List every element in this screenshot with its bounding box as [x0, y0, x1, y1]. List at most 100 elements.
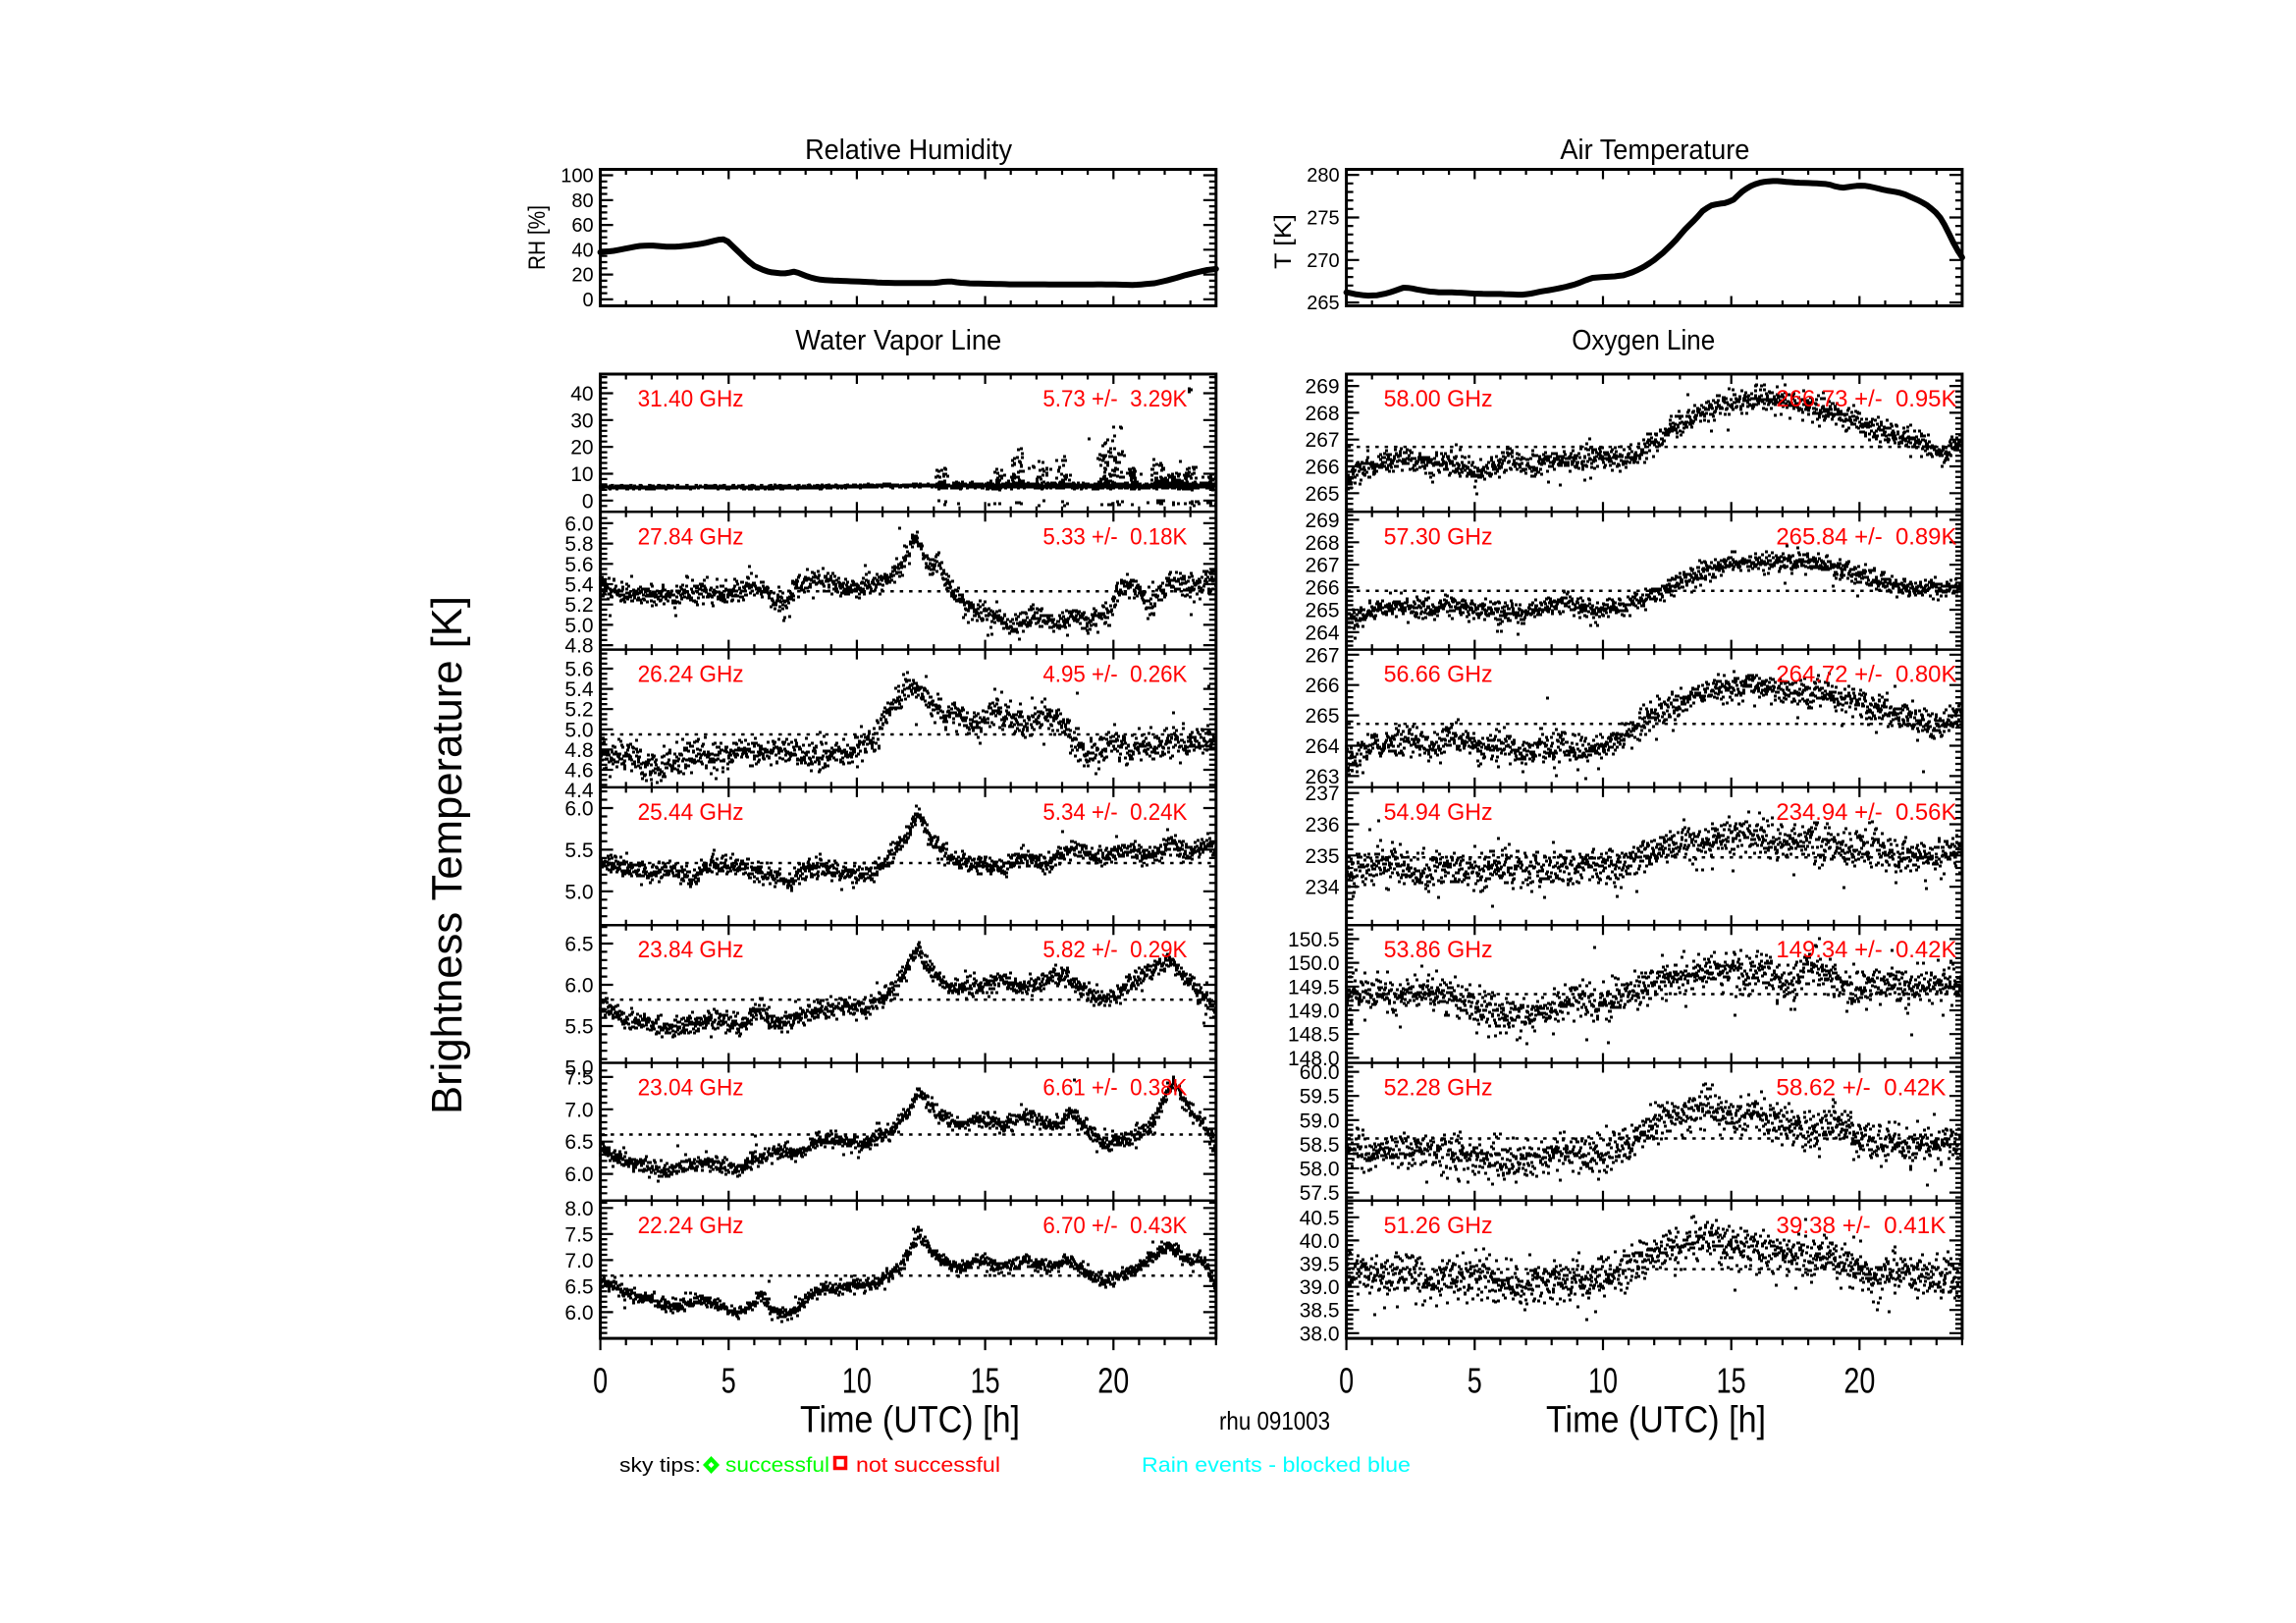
- svg-text:30: 30: [570, 409, 593, 432]
- svg-text:10: 10: [842, 1361, 872, 1401]
- svg-text:264: 264: [1306, 622, 1340, 644]
- svg-text:40.0: 40.0: [1300, 1230, 1340, 1253]
- svg-text:265: 265: [1306, 600, 1340, 622]
- svg-text:Water Vapor Line: Water Vapor Line: [795, 325, 1001, 356]
- svg-text:5.0: 5.0: [564, 719, 593, 741]
- svg-text:0: 0: [582, 490, 594, 513]
- svg-text:269: 269: [1306, 376, 1340, 399]
- svg-text:51.26 GHz: 51.26 GHz: [1384, 1213, 1493, 1239]
- svg-text:80: 80: [571, 190, 593, 212]
- svg-text:267: 267: [1306, 644, 1340, 667]
- svg-text:Oxygen Line: Oxygen Line: [1572, 325, 1715, 356]
- svg-text:5.4: 5.4: [564, 678, 594, 701]
- svg-text:22.24 GHz: 22.24 GHz: [638, 1213, 744, 1239]
- svg-text:263: 263: [1306, 766, 1340, 788]
- svg-text:265: 265: [1306, 705, 1340, 728]
- svg-text:8.0: 8.0: [564, 1198, 593, 1220]
- svg-text:10: 10: [1588, 1361, 1618, 1401]
- svg-text:58.62 +/- 0.42K: 58.62 +/- 0.42K: [1776, 1075, 1946, 1102]
- svg-text:268: 268: [1306, 403, 1340, 425]
- svg-text:7.0: 7.0: [564, 1099, 593, 1121]
- svg-text:not successful: not successful: [856, 1454, 1000, 1477]
- svg-text:280: 280: [1307, 165, 1339, 187]
- svg-text:20: 20: [1097, 1361, 1129, 1401]
- svg-text:57.5: 57.5: [1300, 1182, 1340, 1205]
- svg-text:267: 267: [1306, 555, 1340, 577]
- svg-text:264: 264: [1306, 735, 1340, 758]
- svg-text:149.0: 149.0: [1288, 1001, 1340, 1023]
- svg-text:T [K]: T [K]: [1270, 214, 1297, 269]
- svg-text:6.0: 6.0: [564, 1302, 593, 1325]
- svg-text:60.0: 60.0: [1300, 1061, 1340, 1084]
- svg-text:15: 15: [971, 1361, 1000, 1401]
- svg-text:5.5: 5.5: [564, 1016, 593, 1039]
- svg-text:56.66 GHz: 56.66 GHz: [1384, 662, 1493, 688]
- svg-text:RH [%]: RH [%]: [524, 205, 551, 270]
- svg-text:Brightness Temperature [K]: Brightness Temperature [K]: [423, 596, 471, 1114]
- svg-text:52.28 GHz: 52.28 GHz: [1384, 1075, 1493, 1102]
- svg-text:58.0: 58.0: [1300, 1159, 1340, 1181]
- svg-text:5.73 +/- 3.29K: 5.73 +/- 3.29K: [1042, 386, 1187, 412]
- svg-text:267: 267: [1306, 429, 1340, 452]
- svg-text:40.5: 40.5: [1300, 1207, 1340, 1229]
- svg-text:sky tips:: sky tips:: [619, 1455, 701, 1477]
- svg-text:236: 236: [1306, 814, 1340, 837]
- svg-text:235: 235: [1306, 845, 1340, 868]
- svg-text:148.0: 148.0: [1288, 1048, 1340, 1070]
- svg-text:10: 10: [570, 463, 593, 486]
- svg-text:265.84 +/- 0.89K: 265.84 +/- 0.89K: [1776, 523, 1956, 550]
- svg-text:5.2: 5.2: [564, 594, 593, 617]
- svg-text:0: 0: [593, 1361, 608, 1401]
- svg-text:148.5: 148.5: [1288, 1024, 1340, 1047]
- svg-text:266: 266: [1306, 577, 1340, 600]
- svg-text:39.5: 39.5: [1300, 1254, 1340, 1276]
- svg-text:5.4: 5.4: [564, 574, 594, 597]
- svg-text:268: 268: [1306, 532, 1340, 555]
- svg-text:5.6: 5.6: [564, 659, 593, 681]
- svg-text:5: 5: [1468, 1361, 1482, 1401]
- svg-text:0: 0: [1339, 1361, 1354, 1401]
- svg-text:7.5: 7.5: [564, 1066, 593, 1089]
- svg-text:25.44 GHz: 25.44 GHz: [638, 799, 744, 826]
- svg-text:234: 234: [1306, 877, 1340, 899]
- svg-text:15: 15: [1717, 1361, 1746, 1401]
- svg-text:53.86 GHz: 53.86 GHz: [1384, 937, 1493, 963]
- svg-text:4.6: 4.6: [564, 760, 593, 783]
- svg-text:6.0: 6.0: [564, 1163, 593, 1186]
- svg-text:264.72 +/- 0.80K: 264.72 +/- 0.80K: [1776, 662, 1956, 688]
- svg-text:38.5: 38.5: [1300, 1300, 1340, 1323]
- svg-text:Relative Humidity: Relative Humidity: [805, 135, 1012, 166]
- svg-text:23.04 GHz: 23.04 GHz: [638, 1075, 744, 1102]
- svg-text:4.8: 4.8: [564, 739, 593, 762]
- svg-text:57.30 GHz: 57.30 GHz: [1384, 523, 1493, 550]
- svg-text:58.5: 58.5: [1300, 1134, 1340, 1157]
- svg-text:5.33 +/- 0.18K: 5.33 +/- 0.18K: [1042, 523, 1187, 550]
- svg-text:58.00 GHz: 58.00 GHz: [1384, 386, 1493, 412]
- svg-text:20: 20: [571, 265, 593, 287]
- svg-text:6.0: 6.0: [564, 513, 593, 535]
- svg-text:rhu 091003: rhu 091003: [1219, 1406, 1330, 1435]
- svg-text:20: 20: [1843, 1361, 1875, 1401]
- svg-text:39.38 +/- 0.41K: 39.38 +/- 0.41K: [1776, 1213, 1946, 1239]
- svg-text:6.61 +/- 0.38K: 6.61 +/- 0.38K: [1042, 1075, 1187, 1102]
- svg-text:5.82 +/- 0.29K: 5.82 +/- 0.29K: [1042, 937, 1187, 963]
- svg-text:6.5: 6.5: [564, 1275, 593, 1298]
- svg-text:6.5: 6.5: [564, 934, 593, 956]
- svg-text:6.5: 6.5: [564, 1131, 593, 1154]
- svg-text:265: 265: [1306, 483, 1340, 506]
- svg-text:Time (UTC) [h]: Time (UTC) [h]: [800, 1400, 1020, 1441]
- svg-text:5: 5: [721, 1361, 736, 1401]
- svg-text:149.5: 149.5: [1288, 976, 1340, 999]
- svg-text:5.6: 5.6: [564, 554, 593, 576]
- svg-text:150.5: 150.5: [1288, 929, 1340, 951]
- svg-text:265: 265: [1307, 293, 1339, 314]
- svg-text:Air Temperature: Air Temperature: [1560, 135, 1749, 166]
- svg-text:20: 20: [570, 437, 593, 460]
- svg-text:Time (UTC) [h]: Time (UTC) [h]: [1546, 1400, 1766, 1441]
- svg-text:Rain events - blocked blue: Rain events - blocked blue: [1142, 1454, 1411, 1477]
- svg-text:234.94 +/- 0.56K: 234.94 +/- 0.56K: [1776, 799, 1956, 826]
- svg-text:38.0: 38.0: [1300, 1323, 1340, 1345]
- svg-text:266: 266: [1306, 675, 1340, 697]
- svg-text:7.5: 7.5: [564, 1223, 593, 1246]
- svg-text:269: 269: [1306, 510, 1340, 532]
